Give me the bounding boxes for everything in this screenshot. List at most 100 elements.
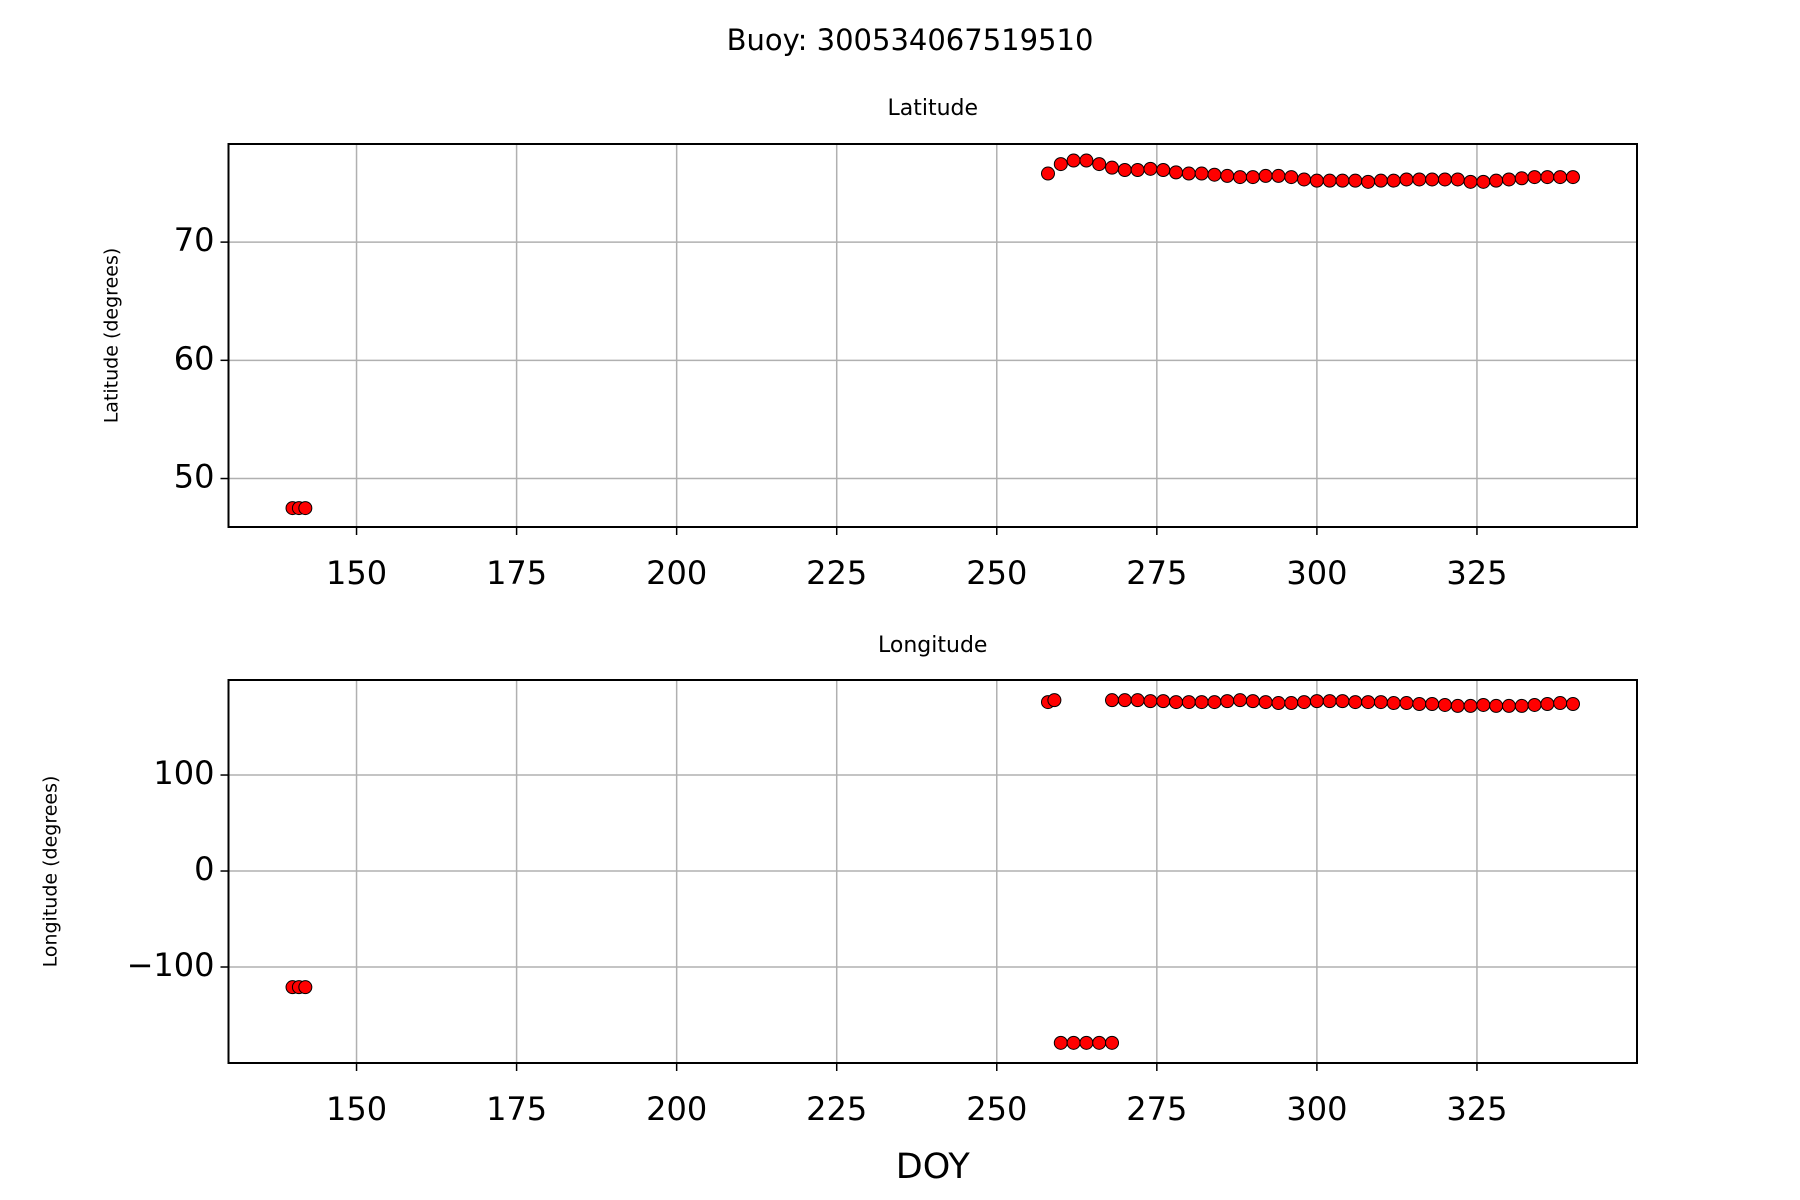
data-point <box>1322 694 1337 709</box>
data-point <box>1105 1035 1120 1050</box>
y-axis-label: Latitude (degrees) <box>101 248 123 424</box>
data-point <box>1361 695 1376 710</box>
data-point <box>1053 157 1068 172</box>
data-point <box>1514 171 1529 186</box>
data-point <box>1463 698 1478 713</box>
data-point <box>1322 173 1337 188</box>
data-point <box>1553 696 1568 711</box>
x-tick-label: 325 <box>1446 554 1507 592</box>
data-point <box>1181 166 1196 181</box>
data-point <box>1450 698 1465 713</box>
data-point <box>1425 696 1440 711</box>
data-point <box>1245 694 1260 709</box>
data-point <box>1361 174 1376 189</box>
data-point <box>1220 694 1235 709</box>
data-point <box>1527 170 1542 185</box>
data-point <box>1527 697 1542 712</box>
subplot-title: Longitude <box>878 633 987 658</box>
plot-frame <box>227 143 1638 528</box>
x-tick-label: 150 <box>326 1090 387 1128</box>
data-point <box>1207 695 1222 710</box>
data-point <box>1476 697 1491 712</box>
y-tick-label: 50 <box>174 458 215 496</box>
x-axis-label: DOY <box>896 1147 971 1187</box>
data-point <box>298 501 313 516</box>
data-point <box>1169 695 1184 710</box>
data-point <box>1399 696 1414 711</box>
y-tick-label: 100 <box>153 754 214 792</box>
data-point <box>1412 696 1427 711</box>
data-point <box>1450 172 1465 187</box>
x-tick-label: 300 <box>1286 1090 1347 1128</box>
data-point <box>1079 153 1094 168</box>
data-point <box>1348 173 1363 188</box>
data-point <box>1540 696 1555 711</box>
subplot-title: Latitude <box>887 96 978 121</box>
x-tick-label: 325 <box>1446 1090 1507 1128</box>
y-tick-label: −100 <box>127 946 215 984</box>
x-tick-label: 175 <box>486 554 547 592</box>
data-point <box>1066 153 1081 168</box>
x-tick-label: 200 <box>646 554 707 592</box>
data-point <box>1143 161 1158 176</box>
y-axis-label: Longitude (degrees) <box>40 776 62 968</box>
data-point <box>1386 173 1401 188</box>
data-point <box>1156 694 1171 709</box>
data-point <box>1335 173 1350 188</box>
x-tick-label: 225 <box>806 554 867 592</box>
data-point <box>298 980 313 995</box>
x-tick-label: 300 <box>1286 554 1347 592</box>
x-tick-label: 275 <box>1126 554 1187 592</box>
plot-frame <box>227 679 1638 1064</box>
data-point <box>1309 694 1324 709</box>
data-point <box>1565 170 1580 185</box>
data-point <box>1309 173 1324 188</box>
data-point <box>1297 172 1312 187</box>
y-tick-label: 0 <box>194 850 214 888</box>
data-point <box>1245 170 1260 185</box>
data-point <box>1399 172 1414 187</box>
data-point <box>1194 695 1209 710</box>
data-point <box>1489 173 1504 188</box>
data-point <box>1117 693 1132 708</box>
data-point <box>1092 1035 1107 1050</box>
data-point <box>1233 170 1248 185</box>
x-tick-label: 250 <box>966 1090 1027 1128</box>
x-tick-label: 275 <box>1126 1090 1187 1128</box>
data-point <box>1079 1035 1094 1050</box>
data-point <box>1258 168 1273 183</box>
data-point <box>1386 696 1401 711</box>
data-point <box>1258 695 1273 710</box>
data-point <box>1047 693 1062 708</box>
data-point <box>1489 698 1504 713</box>
data-point <box>1092 157 1107 172</box>
data-point <box>1130 163 1145 178</box>
x-tick-label: 225 <box>806 1090 867 1128</box>
y-tick-label: 70 <box>174 221 215 259</box>
data-point <box>1553 170 1568 185</box>
data-point <box>1040 166 1055 181</box>
figure-title: Buoy: 300534067519510 <box>727 23 1094 57</box>
data-point <box>1181 695 1196 710</box>
x-tick-label: 150 <box>326 554 387 592</box>
data-point <box>1501 698 1516 713</box>
data-point <box>1066 1035 1081 1050</box>
data-point <box>1425 172 1440 187</box>
data-point <box>1540 170 1555 185</box>
data-point <box>1130 693 1145 708</box>
data-point <box>1271 168 1286 183</box>
data-point <box>1156 163 1171 178</box>
data-point <box>1437 172 1452 187</box>
data-point <box>1501 172 1516 187</box>
data-point <box>1194 166 1209 181</box>
x-tick-label: 250 <box>966 554 1027 592</box>
data-point <box>1117 163 1132 178</box>
data-point <box>1220 168 1235 183</box>
data-point <box>1169 165 1184 180</box>
data-point <box>1053 1035 1068 1050</box>
data-point <box>1271 696 1286 711</box>
data-point <box>1207 167 1222 182</box>
data-point <box>1284 696 1299 711</box>
data-point <box>1373 695 1388 710</box>
